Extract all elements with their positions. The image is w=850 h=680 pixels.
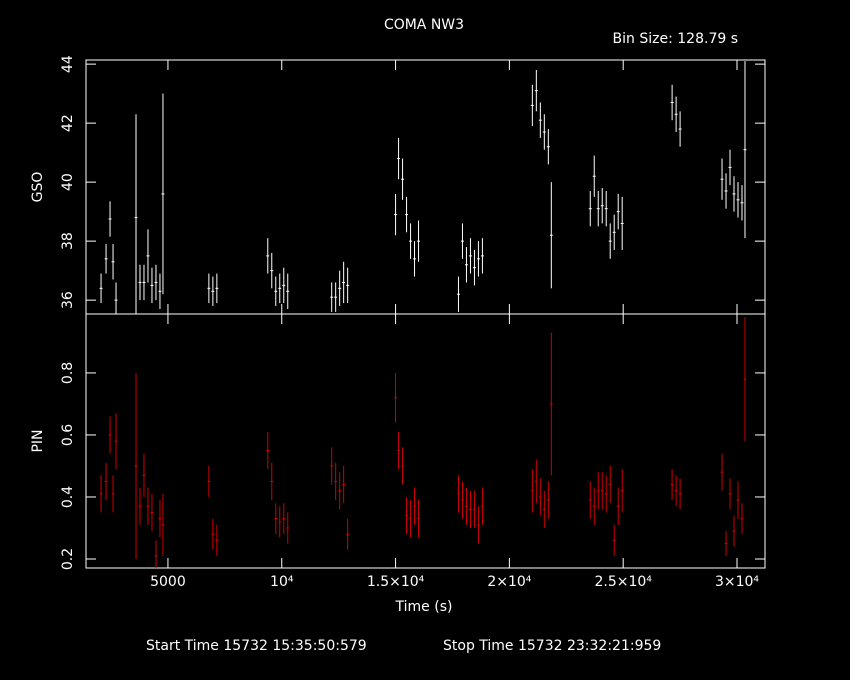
x-tick-label: 2.5×10⁴ [594,574,652,590]
y-tick-label: 0.8 [60,362,76,384]
x-tick-label: 10⁴ [270,574,294,590]
x-tick-label: 2×10⁴ [487,574,531,590]
chart-title: COMA NW3 [384,17,464,33]
y-tick-label: 36 [60,291,76,309]
y-tick-label: 44 [60,55,76,73]
y-tick-label: 0.4 [60,486,76,508]
y-tick-label: 0.2 [60,548,76,570]
plot-frame [85,313,766,569]
x-tick-label: 1.5×10⁴ [367,574,425,590]
start-time: Start Time 15732 15:35:50:579 [146,638,367,654]
y-tick-label: 38 [60,232,76,250]
stop-time: Stop Time 15732 23:32:21:959 [443,638,661,654]
x-tick-label: 5000 [150,574,186,590]
y-tick-label: 40 [60,173,76,191]
bin-size: Bin Size: 128.79 s [613,31,738,47]
y-tick-label: 42 [60,114,76,132]
x-tick-label: 3×10⁴ [715,574,759,590]
y-axis-label: PIN [30,429,46,452]
x-axis-label: Time (s) [395,599,453,615]
y-axis-label: GSO [30,172,46,203]
y-tick-label: 0.6 [60,424,76,446]
plot-frame [85,59,766,315]
